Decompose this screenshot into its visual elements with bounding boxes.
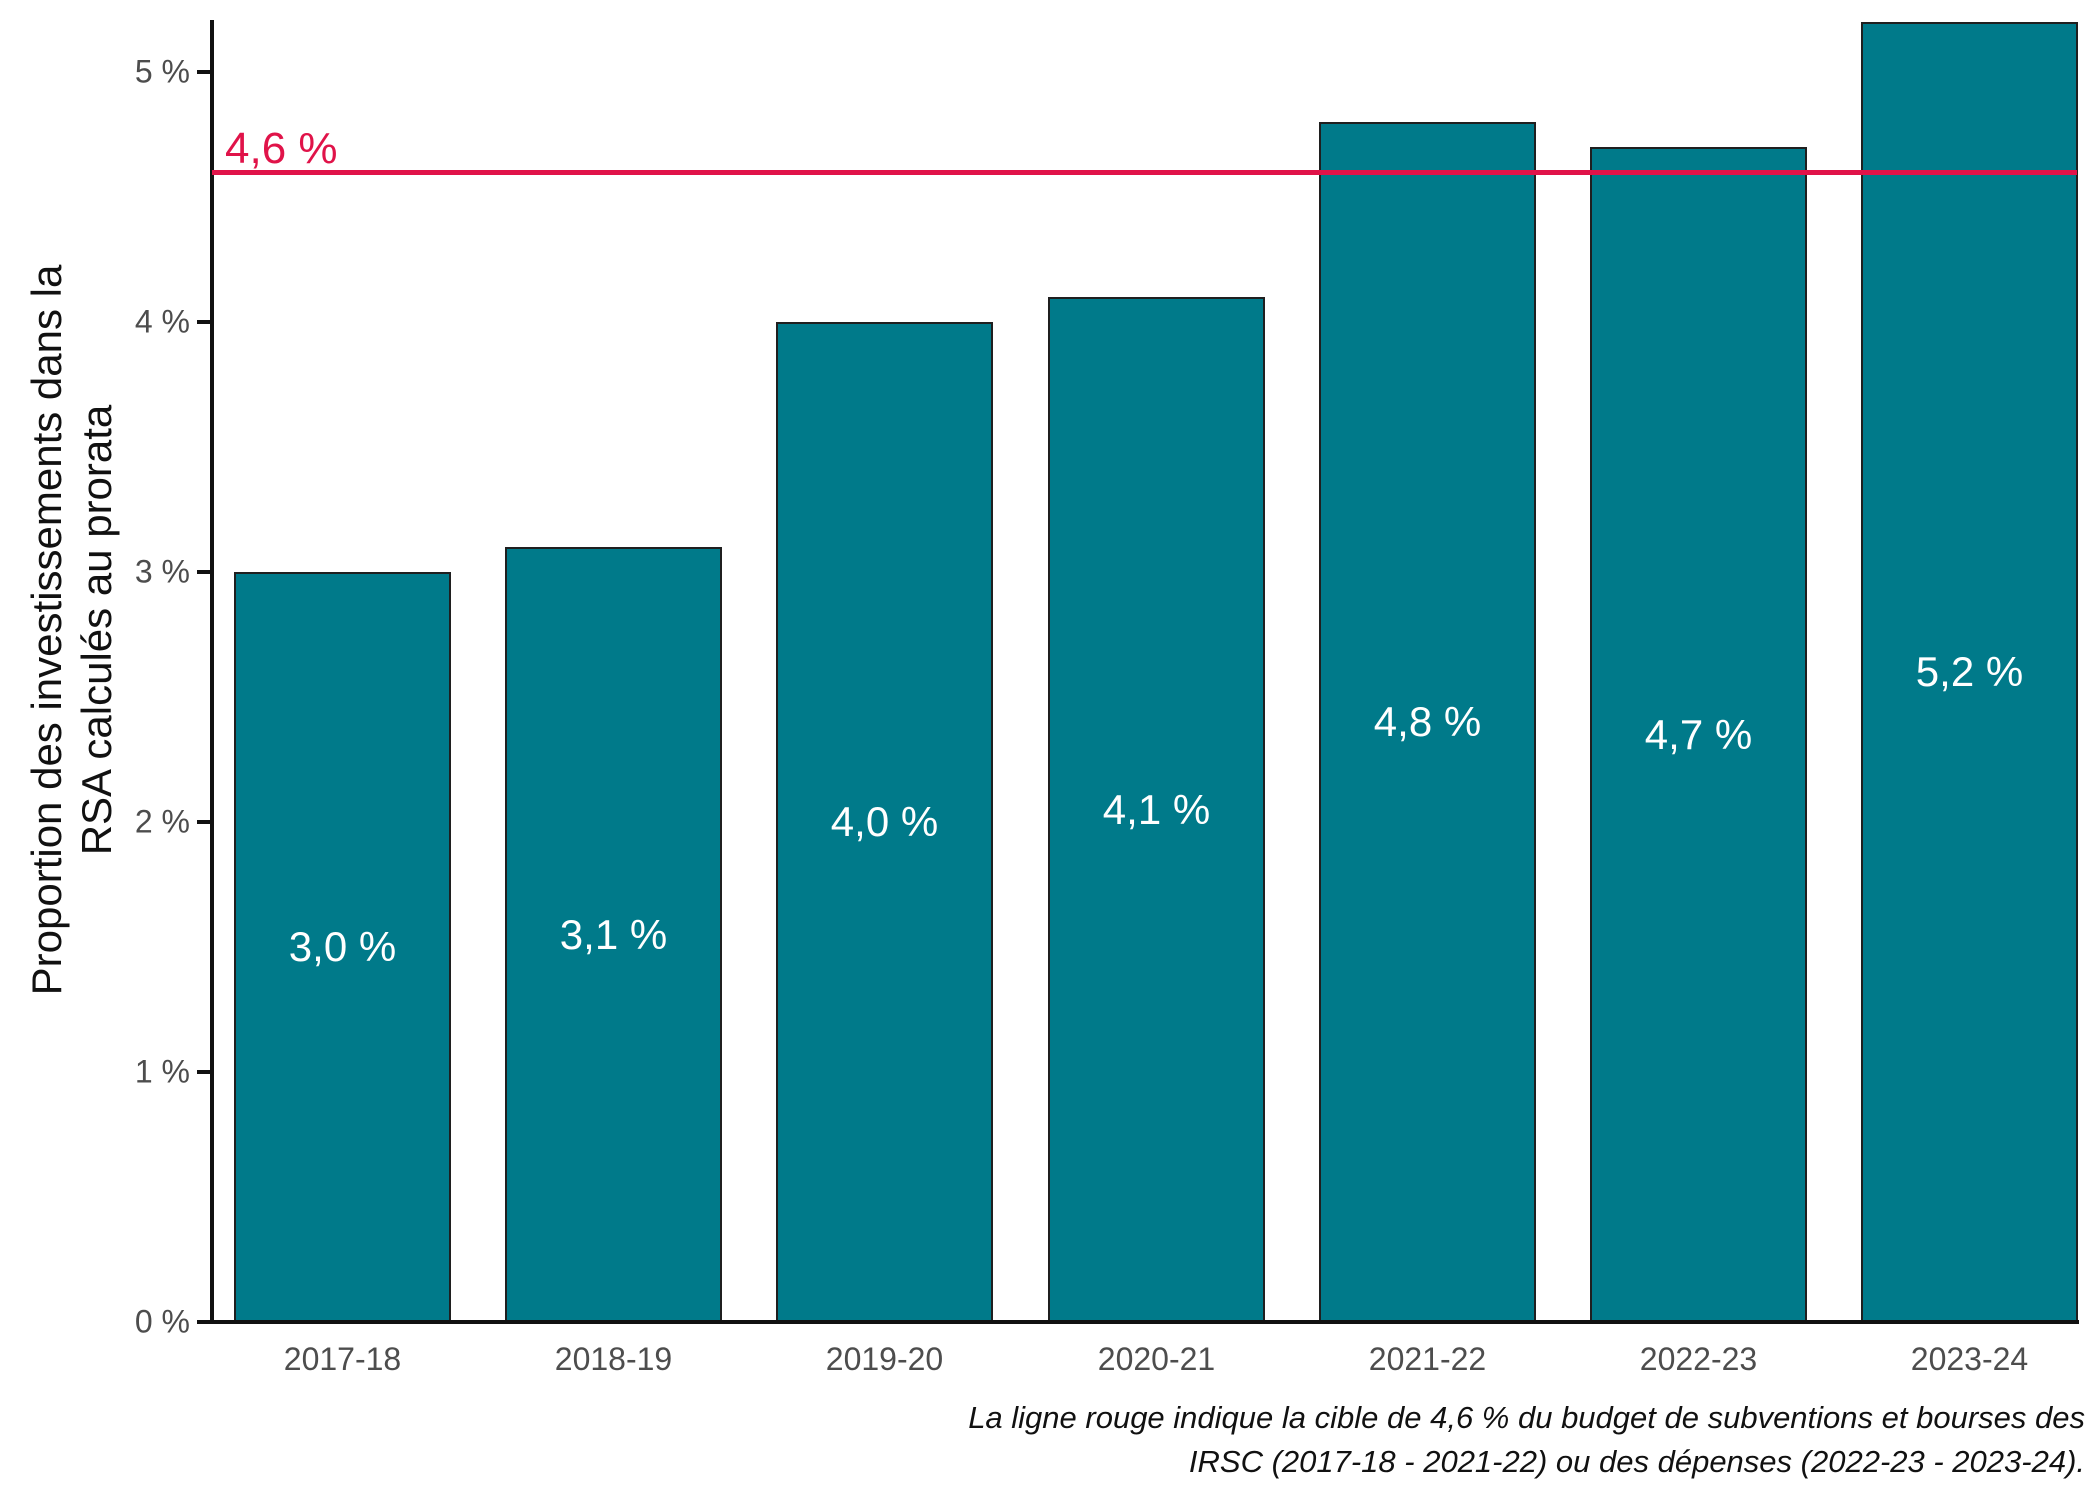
x-tick-label: 2021-22 bbox=[1368, 1341, 1487, 1377]
y-tick-mark bbox=[197, 820, 210, 824]
y-tick-label: 1 % bbox=[134, 1053, 190, 1090]
y-tick-mark bbox=[197, 320, 210, 324]
y-axis-title-line1: Proportion des investissements dans la bbox=[23, 264, 70, 996]
bar bbox=[234, 572, 451, 1324]
x-tick-label: 2017-18 bbox=[283, 1341, 402, 1377]
bar bbox=[505, 547, 722, 1324]
x-tick-label: 2023-24 bbox=[1910, 1341, 2029, 1377]
bar-value-label: 5,2 % bbox=[1915, 648, 2024, 695]
y-axis-title: Proportion des investissements dans la R… bbox=[22, 265, 122, 996]
chart-caption: La ligne rouge indique la cible de 4,6 %… bbox=[485, 1396, 2085, 1484]
target-line bbox=[212, 170, 2077, 175]
bar-value-label: 3,1 % bbox=[559, 910, 668, 958]
y-axis-line bbox=[210, 20, 214, 1324]
y-tick-label: 4 % bbox=[134, 303, 190, 340]
chart-caption-line2: IRSC (2017-18 - 2021-22) ou des dépenses… bbox=[1188, 1444, 2085, 1479]
y-tick-mark bbox=[197, 1070, 210, 1074]
y-tick-label: 0 % bbox=[134, 1303, 190, 1340]
bar bbox=[1590, 147, 1807, 1324]
bar bbox=[1861, 22, 2078, 1324]
y-tick-mark bbox=[197, 1320, 210, 1324]
x-tick-label: 2019-20 bbox=[825, 1341, 944, 1377]
x-tick-label: 2022-23 bbox=[1639, 1341, 1758, 1377]
x-axis-line bbox=[210, 1320, 2079, 1324]
y-tick-label: 3 % bbox=[134, 553, 190, 590]
y-tick-mark bbox=[197, 570, 210, 574]
y-axis-title-line2: RSA calculés au prorata bbox=[73, 404, 120, 856]
bar bbox=[1319, 122, 1536, 1324]
x-tick-label: 2020-21 bbox=[1097, 1341, 1216, 1377]
bar-value-label: 4,7 % bbox=[1644, 710, 1753, 758]
bar bbox=[776, 322, 993, 1324]
y-tick-label: 5 % bbox=[134, 53, 190, 90]
target-line-label: 4,6 % bbox=[225, 124, 338, 173]
bar-value-label: 4,1 % bbox=[1102, 785, 1211, 833]
bar-value-label: 4,0 % bbox=[830, 798, 939, 845]
bar-value-label: 3,0 % bbox=[288, 923, 397, 970]
chart-caption-line1: La ligne rouge indique la cible de 4,6 %… bbox=[968, 1400, 2085, 1435]
y-tick-label: 2 % bbox=[134, 803, 190, 840]
bar bbox=[1048, 297, 1265, 1324]
y-tick-mark bbox=[197, 70, 210, 74]
bar-value-label: 4,8 % bbox=[1373, 698, 1482, 745]
x-tick-label: 2018-19 bbox=[554, 1341, 673, 1377]
